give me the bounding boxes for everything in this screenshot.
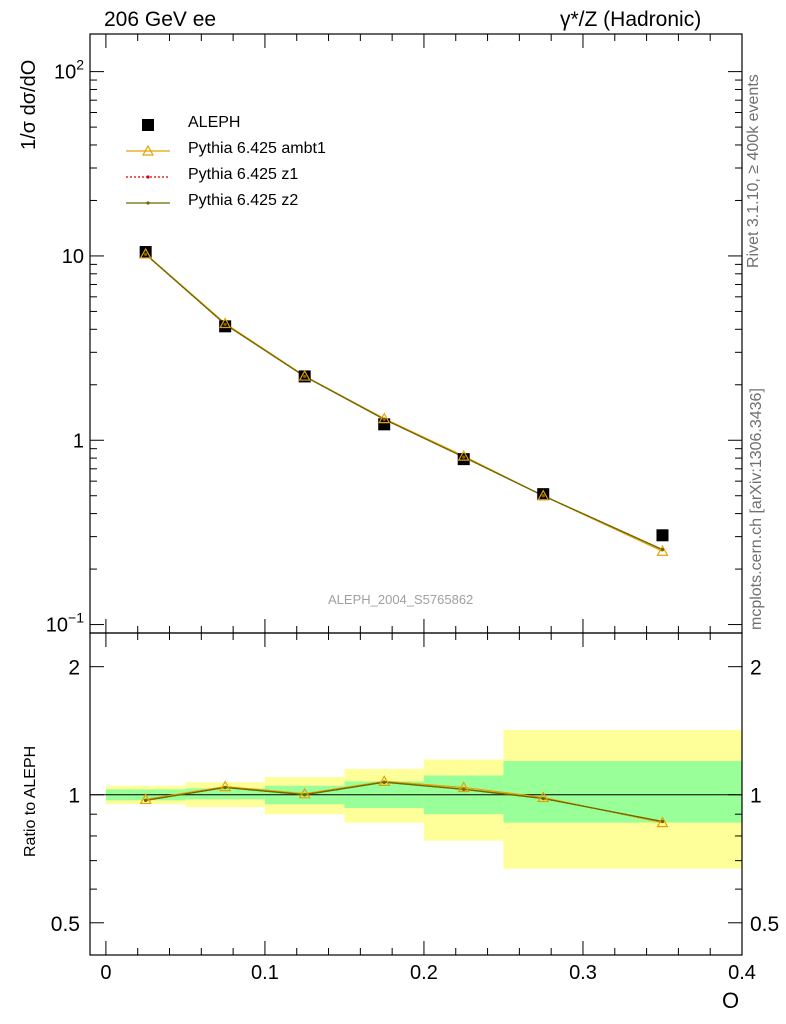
main-y-axis-label: 1/σ dσ/dO: [18, 59, 40, 150]
ambt1-point-3: [378, 412, 391, 424]
legend-label-aleph: ALEPH: [188, 114, 241, 131]
header-right: γ*/Z (Hadronic): [560, 8, 702, 31]
ratio-z2-point-5: [541, 796, 545, 801]
main-y-tick-label-1: 10: [62, 246, 84, 268]
ratio-y-tick-label-right-2: 0.5: [750, 913, 779, 936]
ambt1-point-1: [219, 317, 232, 329]
ratio-ambt1-point-1: [219, 780, 232, 792]
mcplots-label: mcplots.cern.ch [arXiv:1306.3436]: [748, 388, 765, 630]
legend-label-z2: Pythia 6.425 z2: [188, 192, 299, 209]
x-axis-label: O: [722, 988, 740, 1013]
aleph-point-0: [139, 246, 152, 259]
z2-point-4: [462, 455, 466, 459]
x-tick-label-4: 0.4: [728, 962, 756, 984]
ratio-y-tick-label-right-0: 2: [750, 657, 762, 680]
ratio-band-inner-1: [185, 788, 265, 800]
ratio-y-tick-label-right-1: 1: [750, 785, 762, 808]
aleph-point-3: [378, 418, 391, 431]
ratio-z2-point-6: [660, 819, 665, 824]
rivet-label: Rivet 3.1.10, ≥ 400k events: [745, 74, 762, 268]
legend-marker-aleph: [142, 119, 154, 131]
main-line-ambt1: [145, 253, 663, 552]
main-y-tick-exponent-0: 2: [76, 57, 84, 73]
header-left: 206 GeV ee: [104, 8, 217, 31]
z2-point-0: [144, 252, 148, 256]
z2-point-1: [223, 322, 227, 327]
ambt1-point-6: [656, 544, 669, 556]
ratio-z2-point-1: [223, 785, 227, 790]
ratio-ambt1-point-0: [139, 793, 152, 805]
ratio-z2-point-3: [382, 780, 386, 784]
main-y-tick-label-3: 10−1: [46, 610, 84, 637]
main-y-tick-exponent-3: −1: [68, 610, 84, 626]
ratio-y-axis-label: Ratio to ALEPH: [22, 745, 39, 857]
x-tick-label-1: 0.1: [251, 962, 279, 984]
x-tick-label-3: 0.3: [569, 962, 597, 984]
z2-point-5: [541, 494, 545, 498]
main-line-z1: [145, 253, 663, 551]
x-tick-label-0: 0: [100, 962, 111, 984]
ratio-ambt1-point-6: [656, 816, 669, 828]
ambt1-point-2: [298, 369, 311, 381]
ratio-ambt1-point-4: [457, 781, 470, 793]
z2-point-2: [303, 374, 307, 379]
ratio-ambt1-point-2: [298, 787, 311, 799]
aleph-point-6: [656, 529, 669, 542]
ratio-y-tick-label-0: 2: [68, 657, 80, 680]
ratio-y-tick-label-1: 1: [68, 785, 80, 808]
legend-marker-ambt1: [126, 144, 170, 156]
main-y-tick-label-0: 102: [54, 57, 84, 84]
legend-marker-z2: [126, 201, 170, 205]
ratio-ambt1-point-3: [378, 775, 391, 786]
x-tick-label-2: 0.2: [410, 962, 438, 984]
ratio-frame: [89, 632, 743, 956]
legend-label-z1: Pythia 6.425 z1: [188, 166, 299, 183]
ambt1-point-4: [457, 449, 470, 461]
z2-point-6: [660, 548, 665, 552]
z2-point-3: [382, 417, 386, 421]
analysis-label: ALEPH_2004_S5765862: [328, 592, 474, 607]
ambt1-point-0: [139, 247, 152, 259]
ratio-ambt1-point-5: [537, 791, 550, 803]
legend-label-ambt1: Pythia 6.425 ambt1: [188, 140, 326, 157]
ambt1-point-5: [537, 489, 550, 501]
ratio-y-tick-label-2: 0.5: [51, 913, 80, 936]
ratio-z2-point-2: [303, 793, 307, 797]
main-line-z2: [145, 253, 663, 551]
main-y-tick-label-2: 1: [73, 430, 84, 452]
legend-marker-z1: [126, 175, 170, 179]
ratio-z2-point-0: [144, 798, 148, 802]
ratio-z2-point-4: [462, 787, 466, 791]
